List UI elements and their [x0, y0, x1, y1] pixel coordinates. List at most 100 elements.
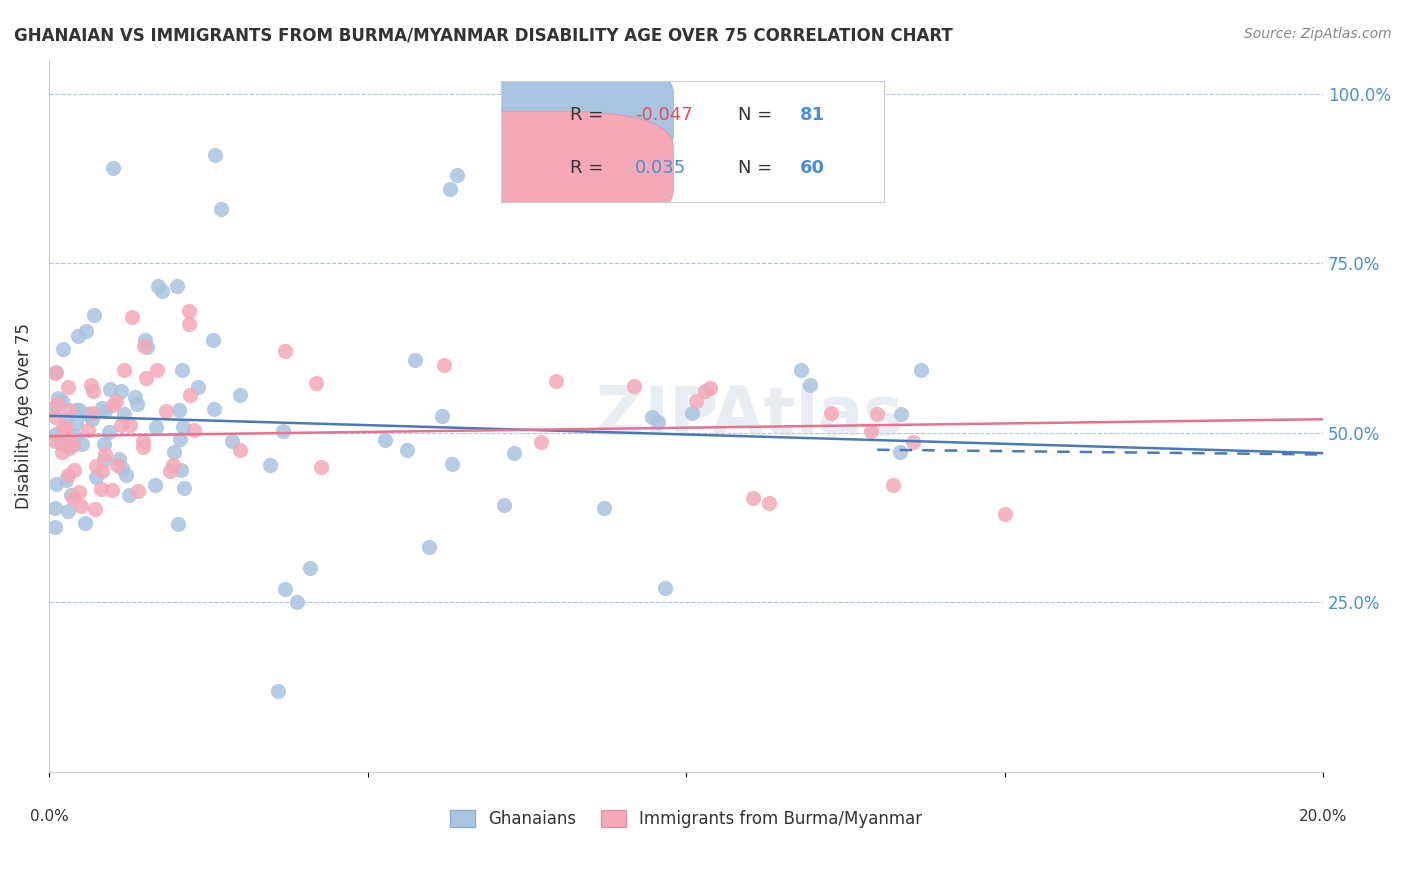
Point: [110, 384, 132, 398]
Point: [179, 388, 201, 402]
Text: GHANAIAN VS IMMIGRANTS FROM BURMA/MYANMAR DISABILITY AGE OVER 75 CORRELATION CHA: GHANAIAN VS IMMIGRANTS FROM BURMA/MYANMA…: [14, 27, 953, 45]
Point: [132, 440, 155, 454]
Point: [446, 168, 468, 182]
Point: [73, 516, 96, 530]
Point: [46, 392, 69, 406]
Point: [150, 284, 173, 298]
Point: [84, 470, 107, 484]
Point: [440, 457, 463, 471]
Point: [890, 407, 912, 421]
Point: [83, 502, 105, 516]
Point: [101, 161, 124, 176]
Point: [56, 467, 79, 482]
Point: [56, 434, 79, 449]
Point: [201, 333, 224, 347]
Point: [693, 384, 716, 399]
Point: [124, 390, 146, 404]
Point: [647, 415, 669, 429]
Point: [100, 483, 122, 497]
Point: [67, 403, 90, 417]
Point: [118, 487, 141, 501]
Point: [94, 404, 117, 418]
Point: [112, 363, 135, 377]
Point: [229, 388, 252, 402]
Point: [51, 444, 73, 458]
Point: [76, 408, 98, 422]
Point: [305, 376, 328, 390]
Point: [101, 398, 124, 412]
Point: [593, 500, 616, 515]
Point: [135, 340, 157, 354]
Point: [127, 484, 149, 499]
Point: [90, 401, 112, 415]
Point: [267, 683, 290, 698]
Point: [374, 434, 396, 448]
Point: [108, 452, 131, 467]
Point: [58, 380, 80, 394]
Point: [418, 540, 440, 554]
Point: [77, 423, 100, 437]
Point: [433, 358, 456, 372]
Point: [58, 503, 80, 517]
Text: 0.0%: 0.0%: [30, 809, 69, 824]
Point: [67, 485, 90, 500]
Point: [65, 416, 87, 430]
Point: [121, 310, 143, 325]
Point: [90, 464, 112, 478]
Point: [228, 443, 250, 458]
Point: [273, 344, 295, 359]
Point: [93, 452, 115, 467]
Point: [309, 460, 332, 475]
Point: [221, 434, 243, 448]
Point: [52, 343, 75, 357]
Point: [52, 420, 75, 434]
Point: [49, 436, 72, 450]
Point: [204, 147, 226, 161]
Point: [396, 443, 419, 458]
Point: [166, 279, 188, 293]
Point: [170, 362, 193, 376]
Point: [273, 424, 295, 438]
Point: [859, 424, 882, 438]
Point: [105, 393, 128, 408]
Point: [70, 437, 93, 451]
Point: [62, 491, 84, 505]
Point: [82, 406, 104, 420]
Point: [299, 561, 322, 575]
Point: [544, 374, 567, 388]
Point: [404, 352, 426, 367]
Point: [97, 425, 120, 440]
Point: [163, 445, 186, 459]
Point: [167, 403, 190, 417]
Point: [209, 202, 232, 216]
Point: [259, 458, 281, 473]
Point: [187, 380, 209, 394]
Point: [685, 394, 707, 409]
Point: [114, 468, 136, 483]
Point: [273, 582, 295, 596]
Point: [162, 458, 184, 473]
Point: [183, 423, 205, 437]
Point: [52, 437, 75, 451]
Point: [44, 410, 66, 425]
Point: [172, 420, 194, 434]
Point: [84, 459, 107, 474]
Point: [167, 516, 190, 531]
Point: [439, 181, 461, 195]
Point: [173, 481, 195, 495]
Point: [127, 397, 149, 411]
Point: [111, 460, 134, 475]
Point: [910, 362, 932, 376]
Point: [112, 407, 135, 421]
Point: [110, 418, 132, 433]
Point: [62, 438, 84, 452]
Point: [82, 384, 104, 399]
Text: Source: ZipAtlas.com: Source: ZipAtlas.com: [1244, 27, 1392, 41]
Point: [654, 581, 676, 595]
Point: [790, 363, 813, 377]
Text: 20.0%: 20.0%: [1299, 809, 1347, 824]
Point: [55, 473, 77, 487]
Point: [145, 363, 167, 377]
Point: [994, 507, 1017, 521]
Point: [44, 366, 66, 380]
